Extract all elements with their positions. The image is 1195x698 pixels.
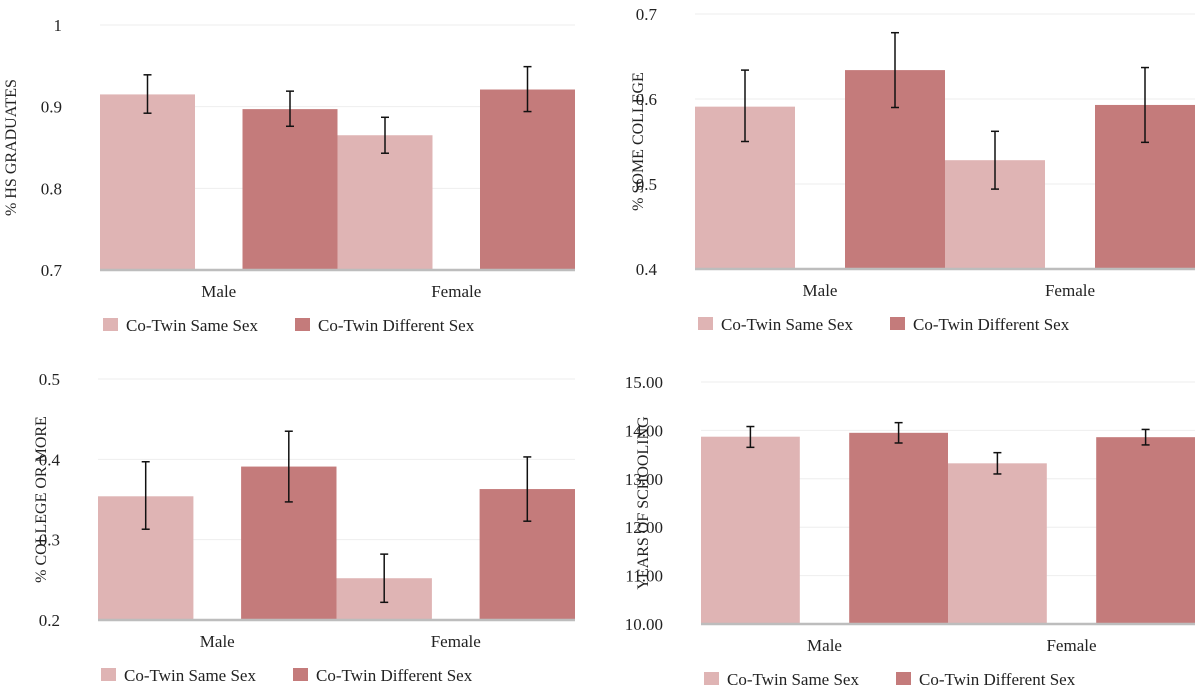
y-axis-label: YEARS OF SCHOOLING bbox=[635, 416, 652, 590]
error-bar-different-sex bbox=[1141, 66, 1149, 144]
chart-years-of-schooling: 10.00 11.00 12.00 13.00 14.00 15.00 YEARS OF S… bbox=[625, 373, 1195, 689]
bar-different-sex bbox=[480, 89, 575, 271]
legend-swatch-same-sex bbox=[698, 317, 713, 330]
chart-hs-graduates: 0.7 0.8 0.9 1 % HS GRADUATES Male Female Co-Twi… bbox=[3, 16, 575, 335]
y-tick-label: 0.7 bbox=[636, 5, 658, 24]
error-bar-same-sex bbox=[991, 130, 999, 190]
y-tick-label: 0.3 bbox=[39, 531, 60, 550]
x-category-label: Female bbox=[431, 632, 481, 651]
x-category-label: Female bbox=[431, 282, 481, 301]
legend-swatch-different-sex bbox=[890, 317, 905, 330]
legend: Co-Twin Same Sex Co-Twin Different Sex bbox=[101, 666, 473, 685]
legend-label-same-sex: Co-Twin Same Sex bbox=[126, 316, 258, 335]
legend: Co-Twin Same Sex Co-Twin Different Sex bbox=[698, 315, 1070, 334]
y-tick-label: 0.4 bbox=[636, 260, 658, 279]
x-category-label: Male bbox=[807, 636, 842, 655]
y-tick-label: 13.00 bbox=[625, 470, 663, 489]
y-tick-label: 0.9 bbox=[41, 98, 62, 117]
error-bar-same-sex bbox=[746, 425, 755, 449]
legend-label-same-sex: Co-Twin Same Sex bbox=[124, 666, 256, 685]
chart-college-or-more: 0.2 0.3 0.4 0.5 % COLLEGE OR MORE Male Female C… bbox=[33, 370, 575, 685]
error-bar-same-sex bbox=[741, 69, 749, 143]
legend: Co-Twin Same Sex Co-Twin Different Sex bbox=[704, 670, 1076, 689]
legend-swatch-different-sex bbox=[295, 318, 310, 331]
x-category-label: Male bbox=[201, 282, 236, 301]
error-bar-different-sex bbox=[523, 65, 532, 113]
y-tick-label: 14.00 bbox=[625, 421, 663, 440]
legend-label-different-sex: Co-Twin Different Sex bbox=[919, 670, 1076, 689]
y-tick-label: 10.00 bbox=[625, 615, 663, 634]
y-tick-label: 0.8 bbox=[41, 179, 62, 198]
legend-swatch-different-sex bbox=[293, 668, 308, 681]
legend-label-same-sex: Co-Twin Same Sex bbox=[721, 315, 853, 334]
legend-label-different-sex: Co-Twin Different Sex bbox=[913, 315, 1070, 334]
bar-same-sex bbox=[337, 135, 433, 270]
y-axis-label: % HS GRADUATES bbox=[3, 79, 20, 216]
y-tick-label: 0.5 bbox=[39, 370, 60, 389]
error-bar-different-sex bbox=[284, 430, 293, 503]
bar-same-sex bbox=[100, 94, 195, 271]
x-category-label: Female bbox=[1046, 636, 1096, 655]
error-bar-different-sex bbox=[523, 456, 532, 522]
x-category-label: Male bbox=[803, 281, 838, 300]
legend: Co-Twin Same Sex Co-Twin Different Sex bbox=[103, 316, 475, 335]
y-tick-label: 12.00 bbox=[625, 518, 663, 537]
y-tick-label: 11.00 bbox=[625, 567, 663, 586]
y-tick-label: 0.7 bbox=[41, 261, 63, 280]
error-bar-same-sex bbox=[993, 451, 1002, 475]
bar-same-sex bbox=[948, 463, 1047, 624]
y-axis-label: % COLLEGE OR MORE bbox=[33, 416, 50, 583]
y-tick-label: 0.2 bbox=[39, 611, 60, 630]
chart-some-college: 0.4 0.5 0.6 0.7 % SOME COLLEGE Male Female Co-T… bbox=[630, 5, 1195, 334]
x-category-label: Female bbox=[1045, 281, 1095, 300]
legend-label-same-sex: Co-Twin Same Sex bbox=[727, 670, 859, 689]
y-tick-label: 15.00 bbox=[625, 373, 663, 392]
bar-different-sex bbox=[849, 432, 948, 624]
error-bar-different-sex bbox=[286, 90, 294, 128]
y-axis-label: % SOME COLLEGE bbox=[630, 72, 647, 211]
legend-swatch-same-sex bbox=[101, 668, 116, 681]
x-category-label: Male bbox=[200, 632, 235, 651]
bar-different-sex bbox=[1096, 437, 1195, 624]
error-bar-different-sex bbox=[894, 421, 903, 444]
bar-same-sex bbox=[701, 436, 800, 624]
error-bar-same-sex bbox=[381, 116, 389, 154]
legend-label-different-sex: Co-Twin Different Sex bbox=[316, 666, 473, 685]
y-tick-label: 0.6 bbox=[636, 90, 657, 109]
error-bar-different-sex bbox=[1141, 428, 1150, 446]
legend-swatch-different-sex bbox=[896, 672, 911, 685]
legend-swatch-same-sex bbox=[103, 318, 118, 331]
bar-different-sex bbox=[242, 109, 338, 270]
error-bar-same-sex bbox=[380, 553, 389, 604]
error-bar-different-sex bbox=[891, 31, 899, 109]
error-bar-same-sex bbox=[143, 74, 152, 114]
legend-label-different-sex: Co-Twin Different Sex bbox=[318, 316, 475, 335]
y-tick-label: 0.5 bbox=[636, 175, 657, 194]
error-bar-same-sex bbox=[141, 460, 150, 530]
y-tick-label: 0.4 bbox=[39, 450, 61, 469]
legend-swatch-same-sex bbox=[704, 672, 719, 685]
y-tick-label: 1 bbox=[54, 16, 63, 35]
